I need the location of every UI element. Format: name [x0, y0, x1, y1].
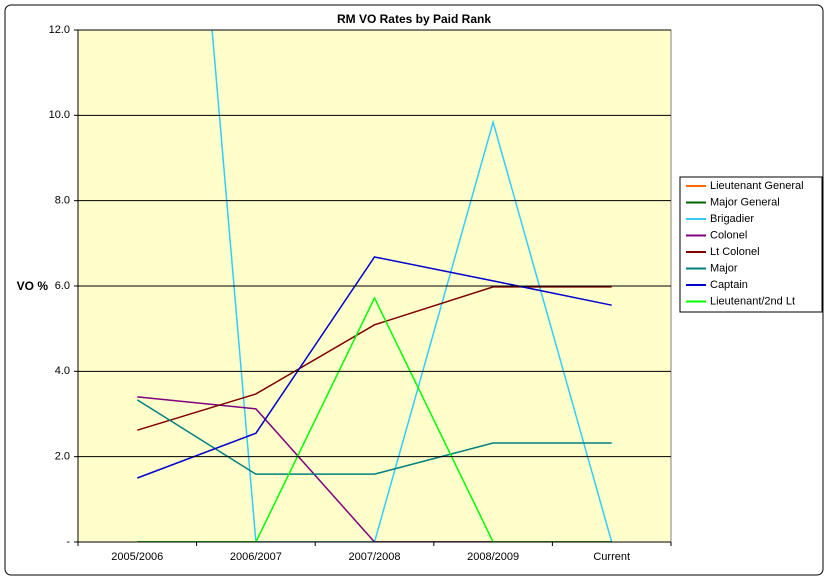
legend-label: Lieutenant General — [710, 180, 804, 192]
legend-label: Colonel — [710, 229, 747, 241]
x-tick-label: 2007/2008 — [349, 551, 401, 563]
legend-label: Major General — [710, 196, 780, 208]
legend-label: Lt Colonel — [710, 246, 760, 258]
y-axis-label: VO % — [17, 279, 49, 293]
series-line — [136, 399, 612, 475]
y-tick-label: 2.0 — [55, 451, 70, 463]
series-line — [137, 256, 612, 479]
x-tick-label: Current — [593, 551, 630, 563]
y-tick-label: - — [66, 536, 70, 548]
x-tick-label: 2006/2007 — [230, 551, 282, 563]
y-tick-label: 4.0 — [55, 365, 70, 377]
x-tick-label: 2005/2006 — [111, 551, 163, 563]
chart-title: RM VO Rates by Paid Rank — [337, 12, 491, 26]
y-tick-label: 10.0 — [49, 109, 70, 121]
series-line — [137, 286, 612, 431]
y-tick-label: 12.0 — [49, 24, 70, 36]
legend-label: Lieutenant/2nd Lt — [710, 295, 795, 307]
series-line — [137, 296, 612, 542]
series-line — [137, 396, 612, 542]
y-tick-label: 8.0 — [55, 195, 70, 207]
series-line — [211, 30, 613, 542]
x-tick-label: 2008/2009 — [467, 551, 519, 563]
legend-label: Brigadier — [710, 213, 754, 225]
legend-label: Major — [710, 262, 738, 274]
legend-label: Captain — [710, 279, 748, 291]
legend — [679, 176, 823, 313]
y-tick-label: 6.0 — [55, 280, 70, 292]
